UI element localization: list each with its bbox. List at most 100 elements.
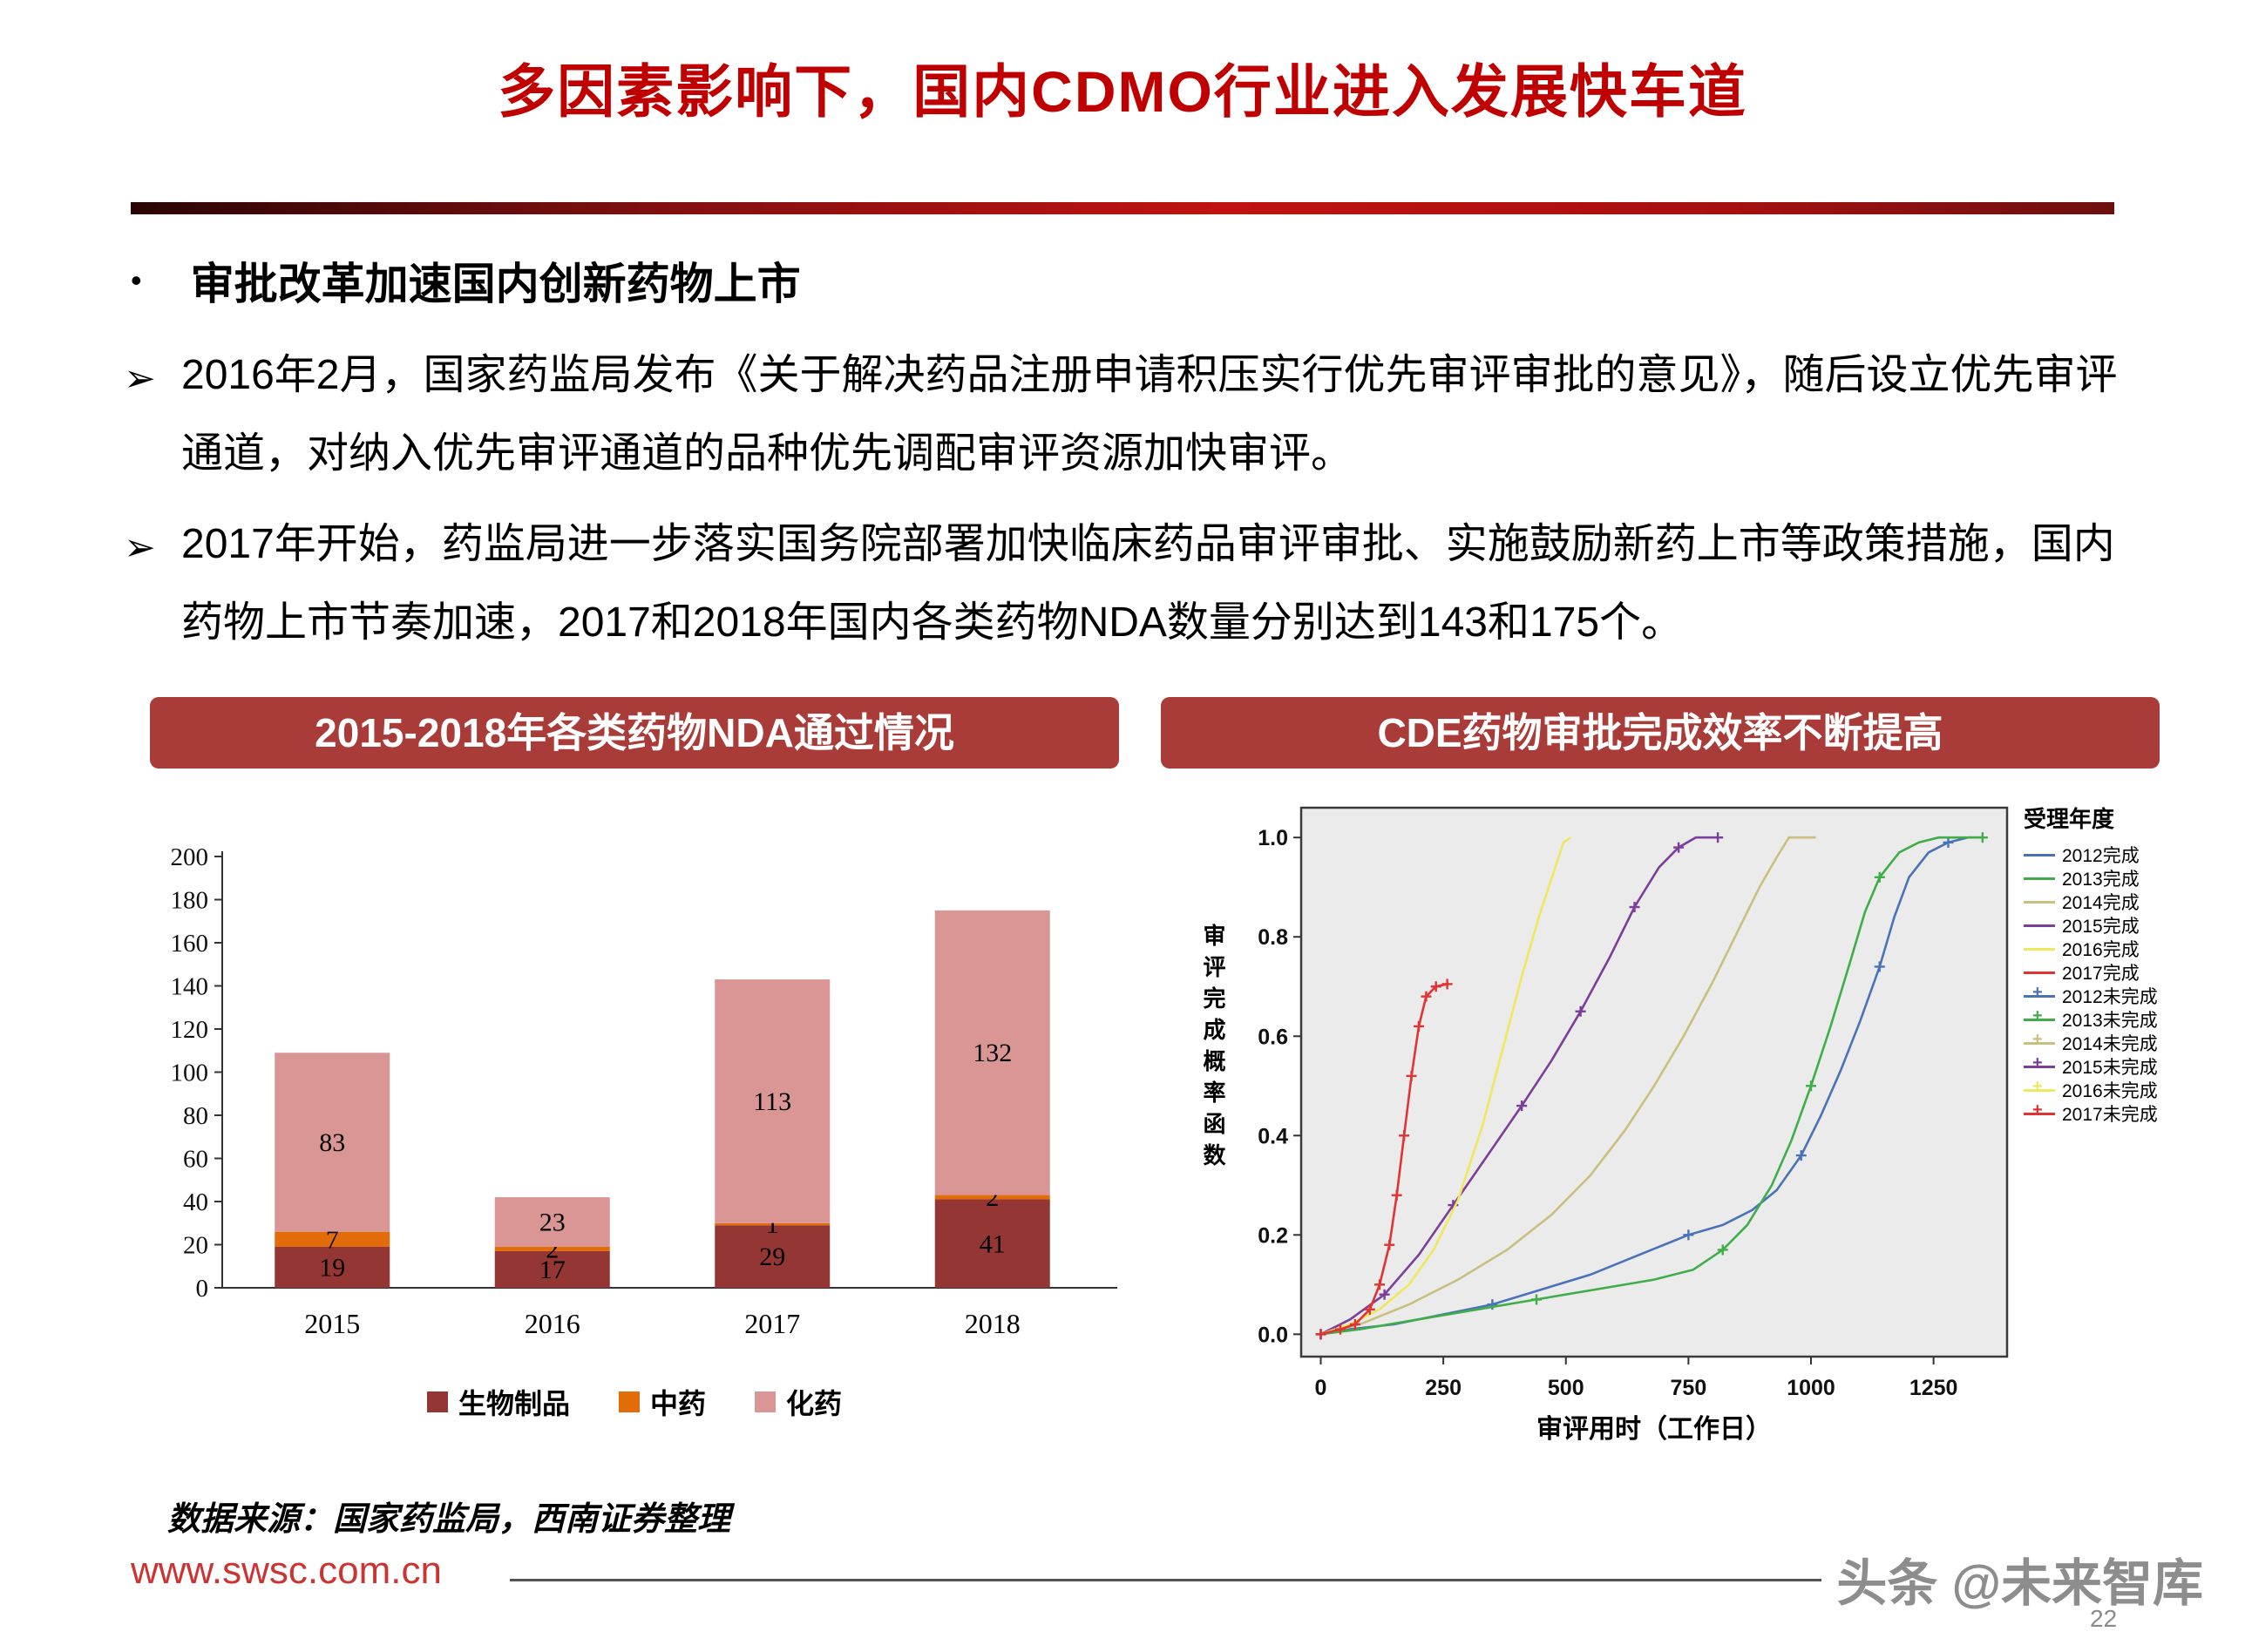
svg-text:120: 120 (171, 1016, 209, 1044)
bar-legend-item: 中药 (618, 1382, 706, 1422)
cde-legend-entry: +2013未完成 (2024, 1006, 2198, 1031)
svg-text:41: 41 (980, 1229, 1006, 1258)
cde-legend-entry: 2017完成 (2024, 960, 2198, 984)
svg-text:7: 7 (326, 1225, 339, 1254)
svg-text:1250: 1250 (1909, 1376, 1958, 1400)
svg-text:20: 20 (183, 1232, 208, 1260)
svg-text:80: 80 (183, 1102, 208, 1130)
cde-legend-entry: 2012完成 (2024, 843, 2198, 866)
svg-text:140: 140 (171, 973, 209, 1001)
cde-legend-entry: +2015未完成 (2024, 1053, 2198, 1078)
legend-line-sample-icon (2024, 918, 2055, 932)
svg-text:0.6: 0.6 (1258, 1025, 1288, 1049)
bar-legend-label: 化药 (786, 1388, 843, 1419)
cde-line-chart: 0 250 500 750 1000 1250 0.0 0.2 0.4 0.6 0.8 1.0 审评用时… (1236, 777, 2020, 1479)
cde-legend-label: 2017未完成 (2062, 1104, 2158, 1125)
svg-text:0.4: 0.4 (1258, 1124, 1288, 1148)
cde-legend-label: 2016未完成 (2062, 1080, 2158, 1101)
page-number: 22 (2090, 1605, 2118, 1632)
cde-legend-entry: +2012未完成 (2024, 983, 2198, 1007)
bullet-point-1-text: 2016年2月，国家药监局发布《关于解决药品注册申请积压实行优先审评审批的意见》… (181, 352, 2118, 477)
legend-swatch-icon (426, 1391, 448, 1412)
arrow-bullet-icon: ➢ (124, 357, 156, 400)
cde-legend-label: 2012未完成 (2062, 986, 2158, 1007)
svg-text:0: 0 (1315, 1376, 1327, 1400)
legend-line-sample-icon (2024, 871, 2055, 885)
cde-legend-entries: 2012完成 2013完成 2014完成 2015完成 2016完成 2017完成 +201… (2024, 843, 2198, 1125)
svg-text:0: 0 (196, 1275, 209, 1303)
cde-legend-label: 2013未完成 (2062, 1010, 2158, 1031)
nda-bar-chart-svg: 0204060801001201401601802001978320151722… (171, 843, 1117, 1339)
svg-text:审评用时（工作日）: 审评用时（工作日） (1536, 1414, 1772, 1444)
svg-text:180: 180 (171, 887, 209, 915)
cde-legend-entry: 2016完成 (2024, 937, 2198, 960)
svg-text:0.2: 0.2 (1258, 1223, 1288, 1248)
cde-legend-entry: 2013完成 (2024, 866, 2198, 890)
cde-legend-entry: +2017未完成 (2024, 1100, 2198, 1125)
bullet-dot-icon: • (131, 262, 142, 298)
section-heading: • 审批改革加速国内创新药物上市 (131, 249, 801, 312)
cde-legend-label: 2016完成 (2062, 939, 2140, 960)
svg-text:2018: 2018 (965, 1308, 1021, 1339)
legend-line-sample-icon: + (2024, 1077, 2055, 1097)
cde-legend-label: 2015完成 (2062, 916, 2140, 937)
svg-text:500: 500 (1548, 1376, 1584, 1400)
cde-figure: 审评完成概率函数 0 250 500 750 1000 1250 0.0 0.2 0.4 0.6 0… (1166, 777, 2212, 1479)
source-note: 数据来源：国家药监局，西南证券整理 (167, 1501, 731, 1538)
arrow-bullet-icon: ➢ (124, 526, 156, 569)
legend-line-sample-icon (2024, 848, 2055, 862)
svg-text:17: 17 (539, 1256, 566, 1284)
svg-text:250: 250 (1425, 1376, 1462, 1400)
svg-text:2016: 2016 (525, 1308, 580, 1339)
nda-bar-chart: 0 20 40 60 80 100 120 140 160 180 200 19 7 83 2015 17 2 2… (131, 826, 1124, 1371)
legend-swatch-icon (755, 1391, 776, 1412)
svg-text:1000: 1000 (1787, 1376, 1835, 1400)
svg-text:23: 23 (539, 1209, 566, 1237)
cde-legend: 受理年度 2012完成 2013完成 2014完成 2015完成 2016完成 2017完… (2024, 802, 2198, 1125)
footer-divider (510, 1579, 1821, 1581)
legend-line-sample-icon: + (2024, 1100, 2055, 1121)
svg-text:0.8: 0.8 (1258, 925, 1288, 950)
svg-text:200: 200 (171, 843, 209, 871)
bar-legend-item: 生物制品 (426, 1382, 570, 1422)
legend-swatch-icon (618, 1391, 640, 1412)
bullet-point-2-text: 2017年开始，药监局进一步落实国务院部署加快临床药品审评审批、实施鼓励新药上市… (181, 521, 2115, 646)
legend-line-sample-icon: + (2024, 983, 2055, 1003)
svg-text:0.0: 0.0 (1258, 1323, 1288, 1347)
svg-text:60: 60 (183, 1146, 208, 1174)
bar-legend-label: 中药 (649, 1388, 706, 1419)
cde-legend-entry: 2014完成 (2024, 890, 2198, 913)
svg-text:113: 113 (753, 1087, 791, 1116)
cde-legend-entry: +2014未完成 (2024, 1030, 2198, 1054)
bullet-point-1: ➢ 2016年2月，国家药监局发布《关于解决药品注册申请积压实行优先审评审批的意… (124, 336, 2154, 493)
legend-line-sample-icon (2024, 942, 2055, 956)
cde-legend-label: 2017完成 (2062, 963, 2140, 984)
footer-url[interactable]: www.swsc.com.cn (131, 1549, 442, 1592)
svg-text:2015: 2015 (304, 1308, 360, 1339)
page-title: 多因素影响下，国内CDMO行业进入发展快车道 (498, 59, 1747, 124)
svg-text:29: 29 (759, 1242, 785, 1271)
bullet-point-2: ➢ 2017年开始，药监局进一步落实国务院部署加快临床药品审评审批、实施鼓励新药… (124, 505, 2154, 662)
svg-text:19: 19 (319, 1253, 345, 1282)
svg-text:1.0: 1.0 (1258, 826, 1288, 850)
cde-legend-label: 2014未完成 (2062, 1033, 2158, 1054)
svg-text:160: 160 (171, 930, 209, 958)
legend-line-sample-icon (2024, 895, 2055, 909)
cde-y-axis-label: 审评完成概率函数 (1200, 924, 1226, 1175)
svg-text:83: 83 (319, 1128, 345, 1157)
cde-legend-entry: +2016未完成 (2024, 1077, 2198, 1101)
legend-line-sample-icon: + (2024, 1006, 2055, 1026)
svg-text:2017: 2017 (744, 1308, 800, 1339)
nda-panel-title: 2015-2018年各类药物NDA通过情况 (150, 697, 1119, 768)
watermark: 头条 @未来智库 (1836, 1555, 2203, 1612)
cde-legend-entry: 2015完成 (2024, 913, 2198, 937)
cde-legend-title: 受理年度 (2024, 806, 2115, 832)
bar-legend-label: 生物制品 (458, 1388, 570, 1419)
cde-legend-label: 2014完成 (2062, 892, 2140, 913)
svg-text:40: 40 (183, 1188, 208, 1216)
cde-legend-label: 2015未完成 (2062, 1057, 2158, 1078)
svg-text:750: 750 (1671, 1376, 1707, 1400)
cde-legend-label: 2012完成 (2062, 845, 2140, 866)
section-heading-text: 审批改革加速国内创新药物上市 (190, 260, 801, 308)
